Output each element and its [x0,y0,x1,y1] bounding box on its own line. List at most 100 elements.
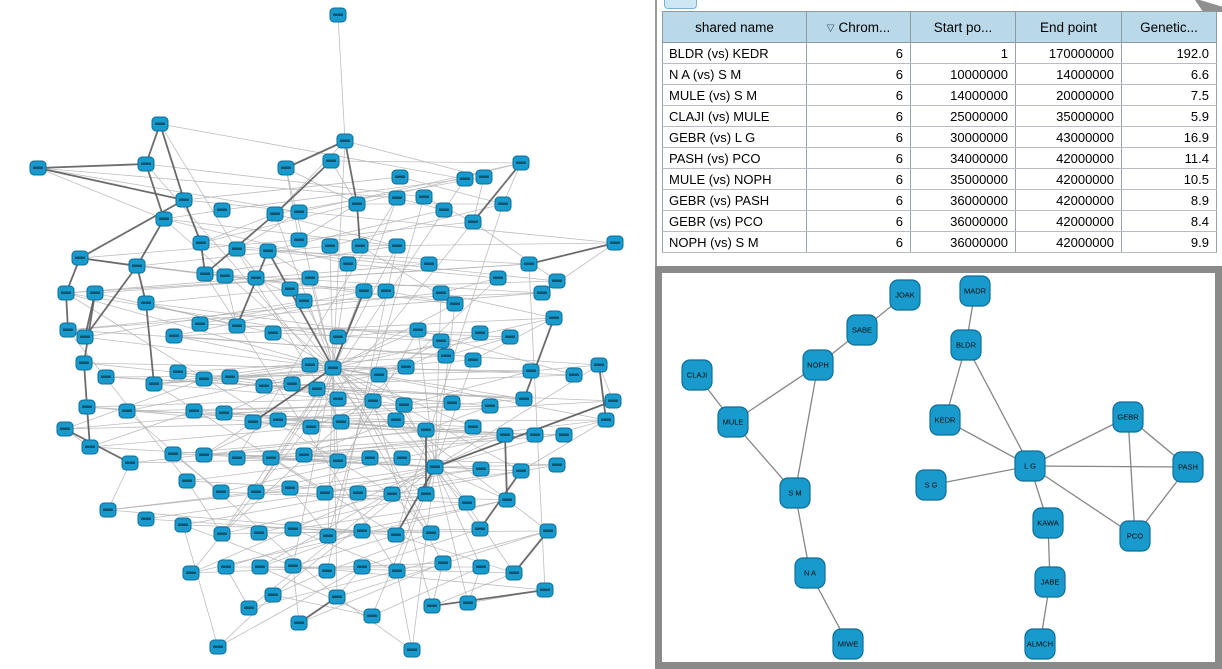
cell-genetic[interactable]: 192.0 [1121,42,1217,64]
network-node[interactable] [536,582,554,598]
network-node[interactable] [76,329,94,345]
cell-shared-name[interactable]: GEBR (vs) PCO [662,210,807,232]
network-node[interactable] [520,256,538,272]
network-node[interactable] [351,238,369,254]
cell-genetic[interactable]: 8.4 [1121,210,1217,232]
network-node-l-g[interactable]: L G [1014,450,1046,482]
cell-chromosome[interactable]: 6 [806,210,911,232]
cell-end-point[interactable]: 42000000 [1015,168,1122,190]
network-node[interactable] [175,192,193,208]
network-node[interactable] [191,316,209,332]
network-node[interactable] [318,563,336,579]
network-node[interactable] [522,363,540,379]
network-node[interactable] [213,526,231,542]
network-node-almch[interactable]: ALMCH [1024,628,1056,660]
network-node[interactable] [284,558,302,574]
network-node[interactable] [539,523,557,539]
cell-chromosome[interactable]: 6 [806,147,911,169]
network-node[interactable] [228,450,246,466]
network-node-joak[interactable]: JOAK [889,279,921,311]
network-node[interactable] [393,450,411,466]
network-node[interactable] [137,295,155,311]
table-row[interactable]: GEBR (vs) PASH 6 36000000 42000000 8.9 [662,189,1217,211]
table-toolbar-tab-fragment[interactable] [664,0,697,9]
cell-shared-name[interactable]: MULE (vs) S M [662,84,807,106]
network-node[interactable] [437,348,455,364]
network-node[interactable] [336,133,354,149]
table-row[interactable]: GEBR (vs) PCO 6 36000000 42000000 8.4 [662,210,1217,232]
network-node[interactable] [196,266,214,282]
network-node[interactable] [78,399,96,415]
network-node[interactable] [332,414,350,430]
network-node[interactable] [86,285,104,301]
network-node[interactable] [264,325,282,341]
network-node[interactable] [548,273,566,289]
network-node[interactable] [213,202,231,218]
table-row[interactable]: BLDR (vs) KEDR 6 1 170000000 192.0 [662,42,1217,64]
network-node[interactable] [145,376,163,392]
cell-start-point[interactable]: 36000000 [910,231,1016,253]
network-node[interactable] [545,310,563,326]
network-node[interactable] [443,395,461,411]
cell-genetic[interactable]: 8.9 [1121,189,1217,211]
network-node[interactable] [284,521,302,537]
network-node[interactable] [221,369,239,385]
network-node[interactable] [420,256,438,272]
network-node[interactable] [247,270,265,286]
detail-network-canvas[interactable]: JOAK MADR SABE NOPH CLAJI BLDR MULE KEDR GEBR L G… [662,273,1215,662]
cell-genetic[interactable]: 10.5 [1121,168,1217,190]
network-node[interactable] [75,355,93,371]
filter-icon[interactable]: ▽ [826,22,835,34]
network-node[interactable] [489,270,507,286]
network-node-s-m[interactable]: S M [779,477,811,509]
network-node[interactable] [247,484,265,500]
network-node[interactable] [321,238,339,254]
network-node[interactable] [228,318,246,334]
network-node[interactable] [475,169,493,185]
network-node[interactable] [324,360,342,376]
network-node[interactable] [97,369,115,385]
network-node[interactable] [353,559,371,575]
network-node[interactable] [301,357,319,373]
table-row[interactable]: MULE (vs) NOPH 6 35000000 42000000 10.5 [662,168,1217,190]
network-node[interactable] [56,421,74,437]
network-node[interactable] [353,523,371,539]
network-node[interactable] [435,202,453,218]
network-node[interactable] [269,412,287,428]
network-node[interactable] [71,250,89,266]
network-node[interactable] [501,329,519,345]
cell-chromosome[interactable]: 6 [806,42,911,64]
network-node[interactable] [471,325,489,341]
network-node-bldr[interactable]: BLDR [950,329,982,361]
network-node[interactable] [458,495,476,511]
network-node[interactable] [295,293,313,309]
network-node-pco[interactable]: PCO [1119,520,1151,552]
network-node[interactable] [364,393,382,409]
network-node[interactable] [255,378,273,394]
network-node[interactable] [316,485,334,501]
cell-end-point[interactable]: 42000000 [1015,147,1122,169]
network-node[interactable] [548,457,566,473]
cell-genetic[interactable]: 11.4 [1121,147,1217,169]
network-node[interactable] [387,412,405,428]
cell-genetic[interactable]: 7.5 [1121,84,1217,106]
network-node[interactable] [244,414,262,430]
network-node[interactable] [417,422,435,438]
network-node[interactable] [329,391,347,407]
cell-end-point[interactable]: 35000000 [1015,105,1122,127]
network-node-sabe[interactable]: SABE [846,314,878,346]
network-node[interactable] [415,189,433,205]
network-node[interactable] [259,243,277,259]
cell-chromosome[interactable]: 6 [806,126,911,148]
network-node[interactable] [597,412,615,428]
network-node[interactable] [251,559,269,575]
table-row[interactable]: MULE (vs) S M 6 14000000 20000000 7.5 [662,84,1217,106]
network-node-s-g[interactable]: S G [915,469,947,501]
cell-chromosome[interactable]: 6 [806,63,911,85]
network-node-madr[interactable]: MADR [959,275,991,307]
network-node[interactable] [121,455,139,471]
network-node[interactable] [215,405,233,421]
network-node[interactable] [472,559,490,575]
network-node[interactable] [250,525,268,541]
network-node[interactable] [464,352,482,368]
